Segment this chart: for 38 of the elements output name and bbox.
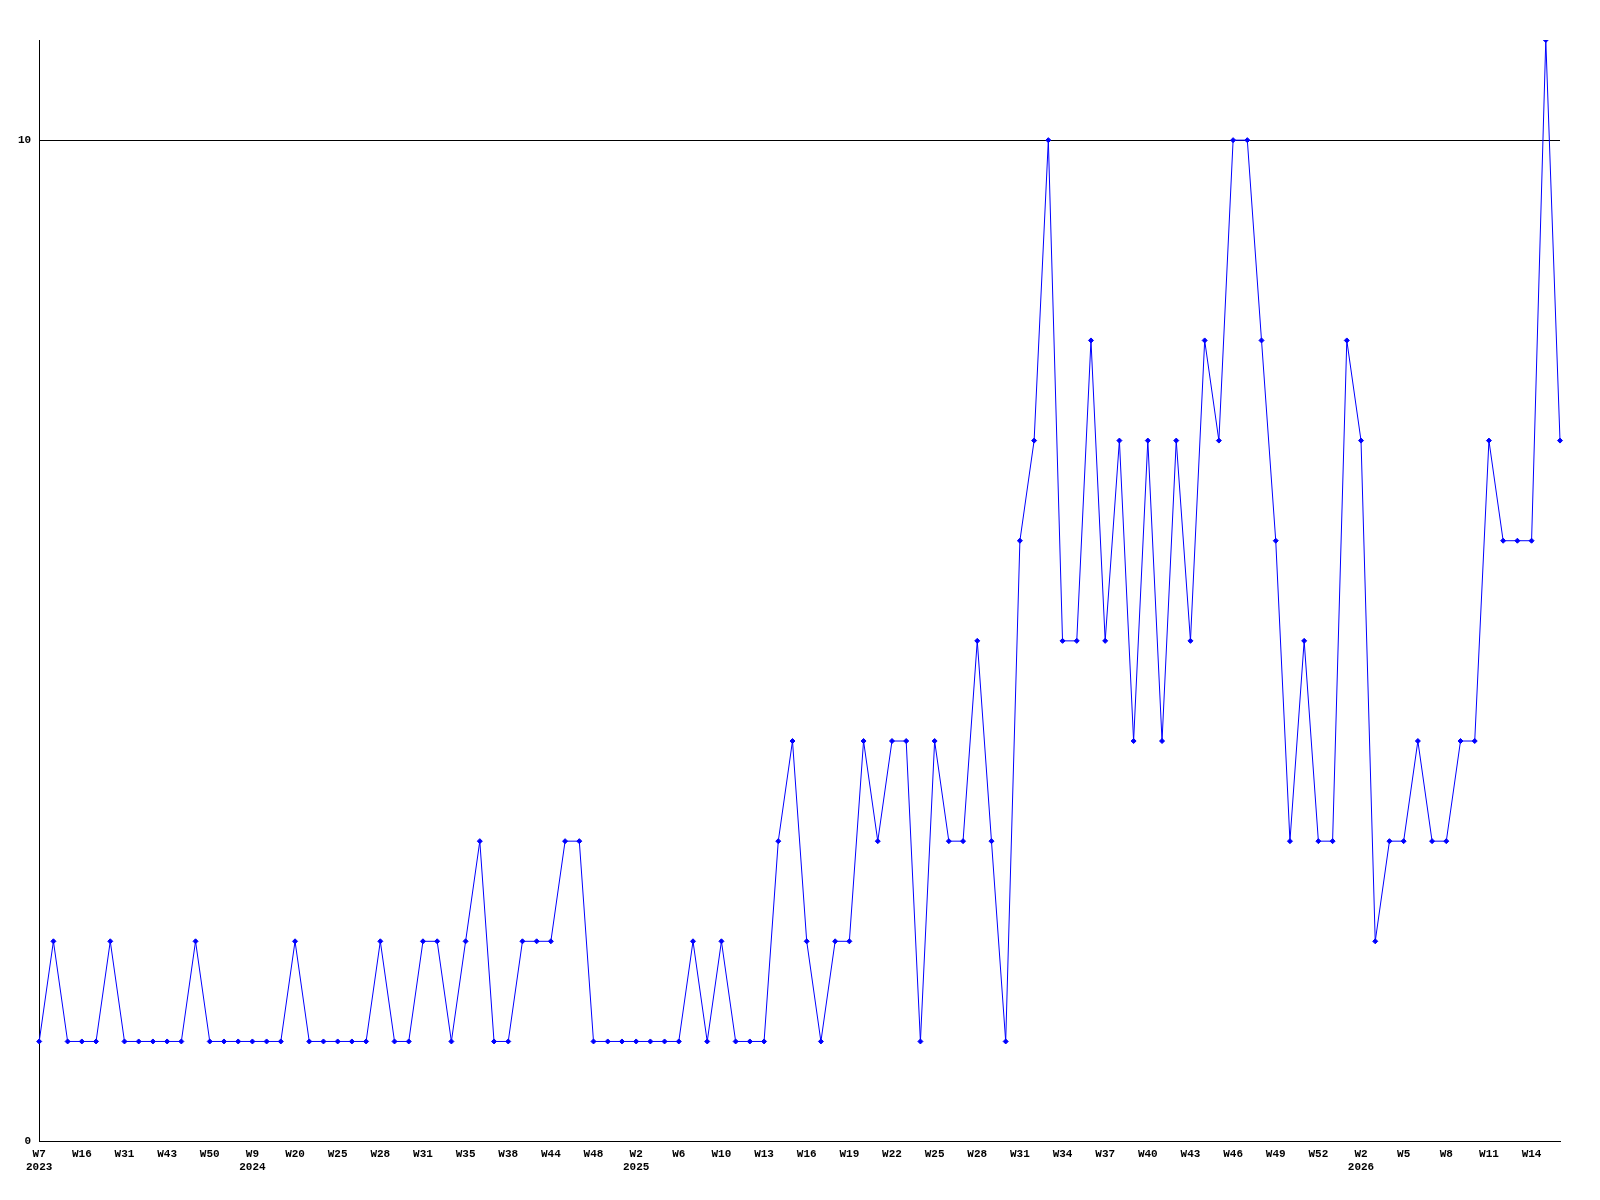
x-tick-label: W10 xyxy=(711,1147,732,1160)
x-tick-label: W9 2024 xyxy=(239,1147,266,1174)
x-tick-label: W2 2026 xyxy=(1347,1147,1375,1174)
x-tick-label: W37 xyxy=(1095,1147,1116,1160)
x-tick-label: W44 xyxy=(540,1147,562,1160)
x-tick-label: W28 xyxy=(370,1147,391,1160)
x-tick-label: W31 xyxy=(1010,1147,1031,1160)
x-tick-label: W16 xyxy=(71,1147,92,1160)
x-tick-label: W20 xyxy=(285,1147,305,1160)
x-tick-label: W2 2025 xyxy=(622,1147,650,1174)
x-tick-label: W52 xyxy=(1308,1147,1329,1160)
x-tick-label: W43 xyxy=(157,1147,178,1160)
x-tick-label: W49 xyxy=(1265,1147,1286,1160)
x-tick-label: W8 xyxy=(1439,1147,1454,1160)
y-tick-label: 0 xyxy=(24,1135,32,1148)
x-tick-label: W25 xyxy=(924,1147,945,1160)
x-tick-label: W31 xyxy=(114,1147,135,1160)
x-tick-label: W22 xyxy=(882,1147,902,1160)
x-tick-label: W5 xyxy=(1397,1147,1411,1160)
x-tick-label: W48 xyxy=(583,1147,604,1160)
x-tick-label: W50 xyxy=(199,1147,220,1160)
x-tick-label: W46 xyxy=(1223,1147,1244,1160)
x-tick-label: W40 xyxy=(1137,1147,1158,1160)
x-tick-label: W13 xyxy=(754,1147,775,1160)
x-tick-label: W35 xyxy=(455,1147,476,1160)
x-tick-label: W19 xyxy=(839,1147,860,1160)
x-tick-label: W43 xyxy=(1180,1147,1201,1160)
x-tick-label: W7 2023 xyxy=(26,1147,53,1174)
x-tick-label: W34 xyxy=(1052,1147,1073,1160)
x-tick-label: W38 xyxy=(498,1147,519,1160)
x-tick-label: W25 xyxy=(327,1147,348,1160)
y-tick-label: 10 xyxy=(18,133,32,146)
x-tick-label: W28 xyxy=(967,1147,988,1160)
x-tick-label: W14 xyxy=(1521,1147,1542,1160)
x-tick-label: W31 xyxy=(413,1147,434,1160)
x-tick-label: W11 xyxy=(1479,1147,1500,1160)
x-tick-label: W6 xyxy=(672,1147,686,1160)
x-tick-label: W16 xyxy=(796,1147,817,1160)
